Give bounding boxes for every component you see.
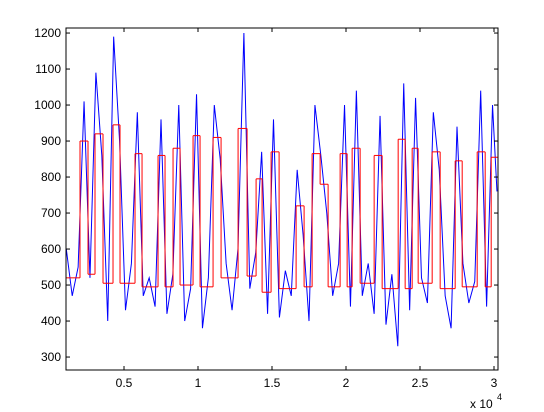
y-tick-label: 300 xyxy=(41,350,61,364)
y-tick-label: 1000 xyxy=(34,98,61,112)
x-tick-label: 2 xyxy=(343,376,350,390)
y-tick-label: 1200 xyxy=(34,26,61,40)
x-tick-label: 2.5 xyxy=(412,376,429,390)
y-tick-label: 700 xyxy=(41,206,61,220)
y-tick-label: 400 xyxy=(41,314,61,328)
y-tick-label: 1100 xyxy=(35,62,61,76)
signal-line xyxy=(66,33,498,347)
x-multiplier-base: x 10 xyxy=(470,397,493,411)
y-tick-label: 500 xyxy=(41,278,61,292)
y-tick-label: 600 xyxy=(41,242,61,256)
x-tick-label: 1 xyxy=(195,376,202,390)
y-tick-label: 800 xyxy=(41,170,61,184)
x-tick-label: 3 xyxy=(491,376,498,390)
x-multiplier-exponent: 4 xyxy=(497,392,502,402)
x-tick-label: 1.5 xyxy=(264,376,281,390)
axes-box xyxy=(65,27,499,371)
y-tick-label: 900 xyxy=(41,134,61,148)
plot-area xyxy=(66,28,498,370)
x-tick-label: 0.5 xyxy=(116,376,133,390)
plot-lines xyxy=(66,33,498,347)
